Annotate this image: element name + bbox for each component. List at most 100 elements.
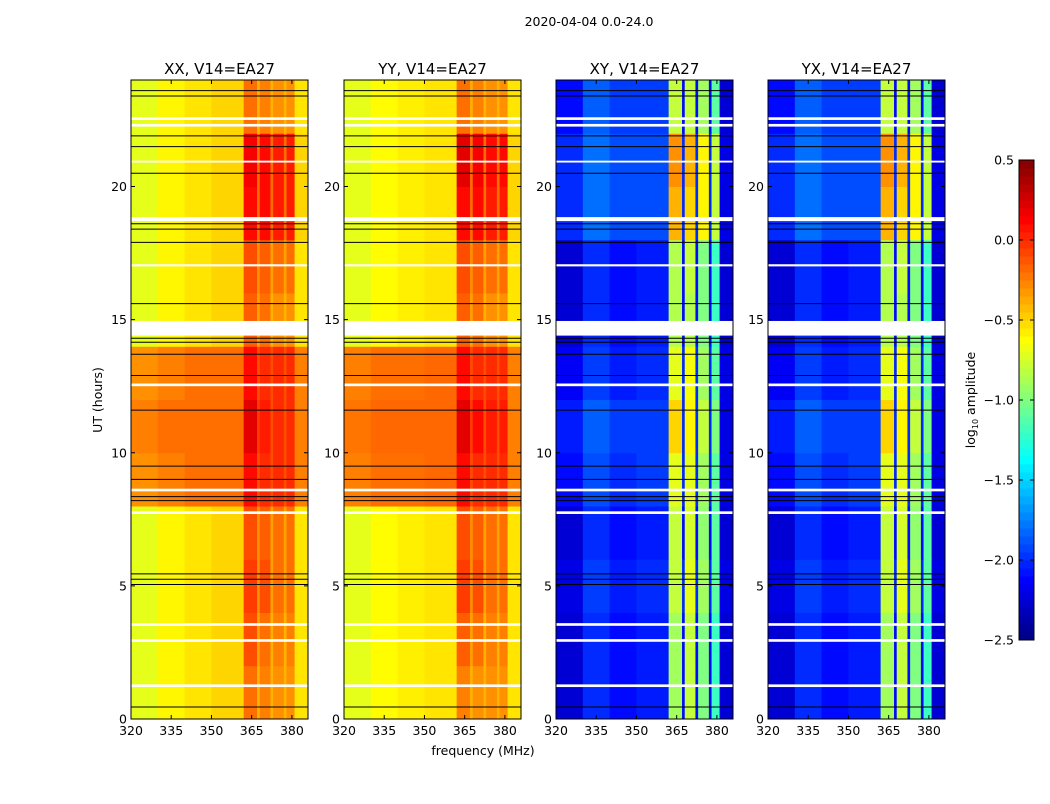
heatmap-cell — [486, 665, 498, 720]
heatmap-cell — [907, 239, 911, 294]
colorbar-segment — [1019, 616, 1034, 625]
heatmap-cell — [283, 239, 288, 294]
heatmap-cell — [184, 399, 212, 454]
panel-title: XX, V14=EA27 — [164, 60, 275, 78]
heatmap-cell — [708, 506, 713, 560]
heatmap-cell — [397, 239, 425, 294]
heatmap-cell — [698, 506, 710, 560]
flagged-interval — [556, 684, 733, 688]
flagged-interval — [556, 383, 733, 387]
flagged-interval — [131, 123, 308, 127]
flagged-interval — [344, 264, 521, 267]
heatmap-cell — [880, 346, 895, 400]
heatmap-cell — [257, 665, 261, 720]
panel-frame — [555, 79, 734, 720]
heatmap-cell — [923, 80, 933, 134]
heatmap-cell — [344, 346, 372, 400]
heatmap-cell — [848, 665, 882, 720]
heatmap-cell — [270, 186, 274, 241]
heatmap-cell — [880, 80, 895, 134]
heatmap-cell — [910, 399, 922, 454]
heatmap-cell — [499, 399, 509, 454]
heatmap-cell — [286, 186, 296, 241]
figure-title: 2020-04-04 0.0-24.0 — [525, 14, 654, 29]
colorbar-segment — [1019, 296, 1034, 305]
heatmap-cell — [496, 293, 501, 347]
colorbar-segment — [1019, 352, 1034, 361]
heatmap-cell — [486, 293, 498, 347]
heatmap-cell — [711, 346, 721, 400]
colorbar-segment — [1019, 488, 1034, 497]
heatmap-cell — [582, 133, 611, 187]
heatmap-cell — [344, 399, 372, 454]
heatmap-cell — [896, 665, 908, 720]
heatmap-cell — [920, 133, 925, 187]
colorbar-tick-label: −1.5 — [984, 473, 1014, 488]
heatmap-cell — [848, 133, 882, 187]
heatmap-cell — [259, 559, 271, 613]
colorbar-segment — [1019, 240, 1034, 249]
heatmap-cell — [719, 186, 734, 241]
heatmap-cell — [483, 133, 487, 187]
panel-yx: YX, V14=EA27 320 335 350 365 380 0 5 10 15 20 — [748, 60, 946, 738]
y-tick-label: 5 — [544, 578, 552, 593]
y-tick-label: 10 — [748, 445, 764, 460]
heatmap-cell — [636, 239, 670, 294]
heatmap-cell — [920, 506, 925, 560]
heatmap-cell — [556, 239, 584, 294]
heatmap-cell — [894, 186, 898, 241]
colorbar-segment — [1019, 248, 1034, 257]
heatmap-cell — [486, 186, 498, 241]
heatmap-cell — [370, 559, 399, 613]
heatmap-cell — [257, 346, 261, 400]
heatmap-cell — [507, 133, 522, 187]
colorbar-segment — [1019, 600, 1034, 609]
flagged-interval — [344, 684, 521, 688]
x-tick-label: 365 — [877, 723, 901, 738]
heatmap-cell — [907, 293, 911, 347]
heatmap-cell — [270, 399, 274, 454]
colorbar-segment — [1019, 376, 1034, 385]
heatmap-cell — [711, 239, 721, 294]
heatmap-cell — [211, 399, 245, 454]
heatmap-cell — [344, 186, 372, 241]
colorbar-segment — [1019, 344, 1034, 353]
heatmap-cell — [131, 186, 159, 241]
heatmap-cell — [499, 239, 509, 294]
heatmap-cell — [257, 293, 261, 347]
heatmap-cell — [848, 399, 882, 454]
heatmap-cell — [259, 293, 271, 347]
x-tick-label: 380 — [917, 723, 941, 738]
colorbar-segment — [1019, 312, 1034, 321]
flagged-interval — [131, 623, 308, 626]
colorbar-tick-label: 0.5 — [994, 153, 1014, 168]
heatmap-cell — [270, 239, 274, 294]
heatmap-cell — [344, 506, 372, 560]
heatmap-cell — [848, 239, 882, 294]
heatmap-cell — [910, 506, 922, 560]
heatmap-cell — [684, 80, 696, 134]
flagged-interval — [556, 488, 733, 492]
heatmap-cell — [907, 506, 911, 560]
heatmap-cell — [131, 506, 159, 560]
heatmap-cell — [470, 665, 474, 720]
heatmap-cell — [243, 80, 258, 134]
heatmap-cell — [768, 506, 796, 560]
heatmap-cell — [668, 506, 683, 560]
heatmap-cell — [931, 186, 946, 241]
heatmap-cell — [907, 186, 911, 241]
heatmap-cell — [472, 133, 484, 187]
heatmap-cell — [698, 559, 710, 613]
heatmap-cell — [794, 239, 823, 294]
heatmap-cell — [211, 559, 245, 613]
heatmap-cell — [682, 80, 686, 134]
heatmap-cell — [794, 506, 823, 560]
heatmap-cell — [211, 665, 245, 720]
heatmap-cell — [910, 239, 922, 294]
heatmap-cell — [243, 399, 258, 454]
heatmap-cell — [609, 559, 637, 613]
heatmap-cell — [397, 133, 425, 187]
heatmap-cell — [184, 186, 212, 241]
heatmap-cell — [486, 346, 498, 400]
heatmap-cell — [684, 239, 696, 294]
